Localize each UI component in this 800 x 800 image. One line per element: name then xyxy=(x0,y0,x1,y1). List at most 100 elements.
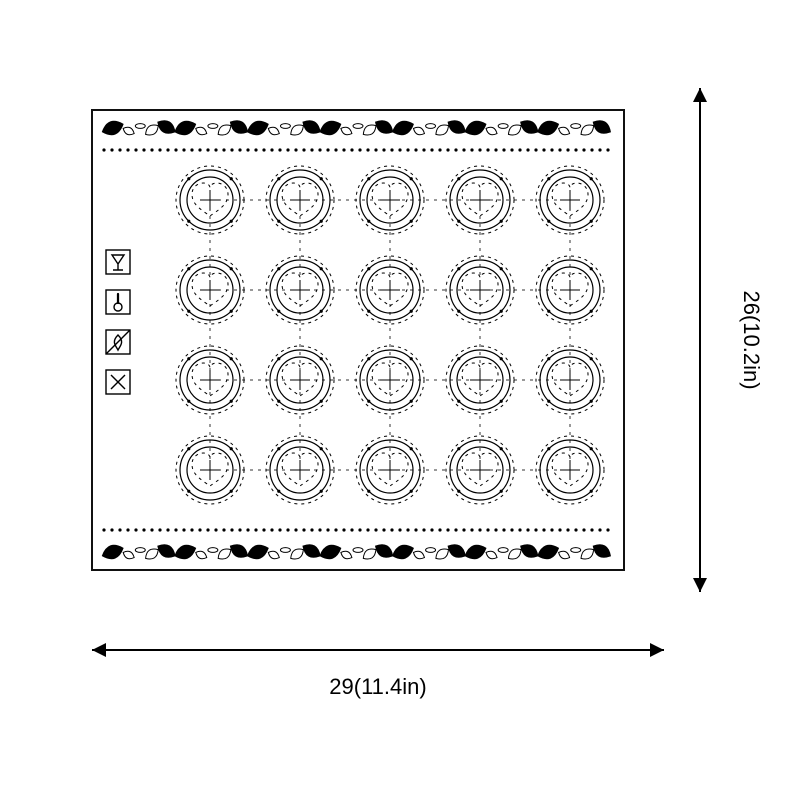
marker-dot xyxy=(590,357,593,360)
dot xyxy=(502,528,505,531)
marker-dot xyxy=(590,177,593,180)
marker-dot xyxy=(320,447,323,450)
dot xyxy=(190,528,193,531)
marker-dot xyxy=(410,400,413,403)
dot xyxy=(470,528,473,531)
marker-dot xyxy=(320,490,323,493)
marker-dot xyxy=(230,400,233,403)
dot xyxy=(150,528,153,531)
marker-dot xyxy=(367,310,370,313)
marker-dot xyxy=(410,490,413,493)
dot xyxy=(342,148,345,151)
dot xyxy=(302,528,305,531)
marker-dot xyxy=(320,220,323,223)
marker-dot xyxy=(500,490,503,493)
dot xyxy=(510,148,513,151)
marker-dot xyxy=(230,267,233,270)
dot xyxy=(542,148,545,151)
dot xyxy=(286,528,289,531)
dot xyxy=(502,148,505,151)
dot xyxy=(526,148,529,151)
dot xyxy=(286,148,289,151)
dot xyxy=(310,528,313,531)
dot xyxy=(198,148,201,151)
dot xyxy=(566,528,569,531)
dot xyxy=(150,148,153,151)
marker-dot xyxy=(277,310,280,313)
dot xyxy=(134,528,137,531)
dot xyxy=(446,148,449,151)
dot xyxy=(174,148,177,151)
dot xyxy=(254,148,257,151)
dot xyxy=(590,148,593,151)
marker-dot xyxy=(410,267,413,270)
dot xyxy=(326,528,329,531)
marker-dot xyxy=(187,447,190,450)
dot xyxy=(590,528,593,531)
arrowhead-down-icon xyxy=(693,578,707,592)
dot xyxy=(262,528,265,531)
marker-dot xyxy=(277,447,280,450)
dot xyxy=(270,528,273,531)
dot xyxy=(246,148,249,151)
dot xyxy=(398,528,401,531)
marker-dot xyxy=(500,267,503,270)
marker-dot xyxy=(547,177,550,180)
dot xyxy=(126,528,129,531)
dot xyxy=(382,528,385,531)
dot xyxy=(166,148,169,151)
dot xyxy=(494,528,497,531)
dot xyxy=(270,148,273,151)
marker-dot xyxy=(187,310,190,313)
dot xyxy=(238,528,241,531)
dot xyxy=(486,528,489,531)
marker-dot xyxy=(230,490,233,493)
arrowhead-right-icon xyxy=(650,643,664,657)
dot xyxy=(238,148,241,151)
marker-dot xyxy=(367,447,370,450)
dot xyxy=(182,528,185,531)
marker-dot xyxy=(187,267,190,270)
dot xyxy=(550,148,553,151)
dot xyxy=(198,528,201,531)
marker-dot xyxy=(187,177,190,180)
dot xyxy=(318,148,321,151)
marker-dot xyxy=(547,267,550,270)
dot xyxy=(422,148,425,151)
marker-dot xyxy=(457,447,460,450)
marker-dot xyxy=(410,220,413,223)
dot xyxy=(462,528,465,531)
dot xyxy=(142,528,145,531)
dot xyxy=(598,148,601,151)
dot xyxy=(574,148,577,151)
baking-mat-outline xyxy=(92,110,624,570)
dot xyxy=(550,528,553,531)
dot xyxy=(222,528,225,531)
marker-dot xyxy=(367,357,370,360)
dot xyxy=(118,528,121,531)
dot xyxy=(374,528,377,531)
marker-dot xyxy=(590,400,593,403)
dot xyxy=(134,148,137,151)
marker-dot xyxy=(230,177,233,180)
marker-dot xyxy=(367,490,370,493)
dot xyxy=(430,148,433,151)
dot xyxy=(214,148,217,151)
marker-dot xyxy=(410,447,413,450)
marker-dot xyxy=(367,177,370,180)
dot xyxy=(414,528,417,531)
dot xyxy=(510,528,513,531)
marker-dot xyxy=(277,357,280,360)
marker-dot xyxy=(500,400,503,403)
marker-dot xyxy=(187,220,190,223)
dot xyxy=(246,528,249,531)
dot xyxy=(294,528,297,531)
marker-dot xyxy=(410,310,413,313)
marker-dot xyxy=(277,177,280,180)
dot xyxy=(582,528,585,531)
dot xyxy=(174,528,177,531)
dot xyxy=(406,528,409,531)
marker-dot xyxy=(547,310,550,313)
dot xyxy=(518,148,521,151)
marker-dot xyxy=(277,490,280,493)
